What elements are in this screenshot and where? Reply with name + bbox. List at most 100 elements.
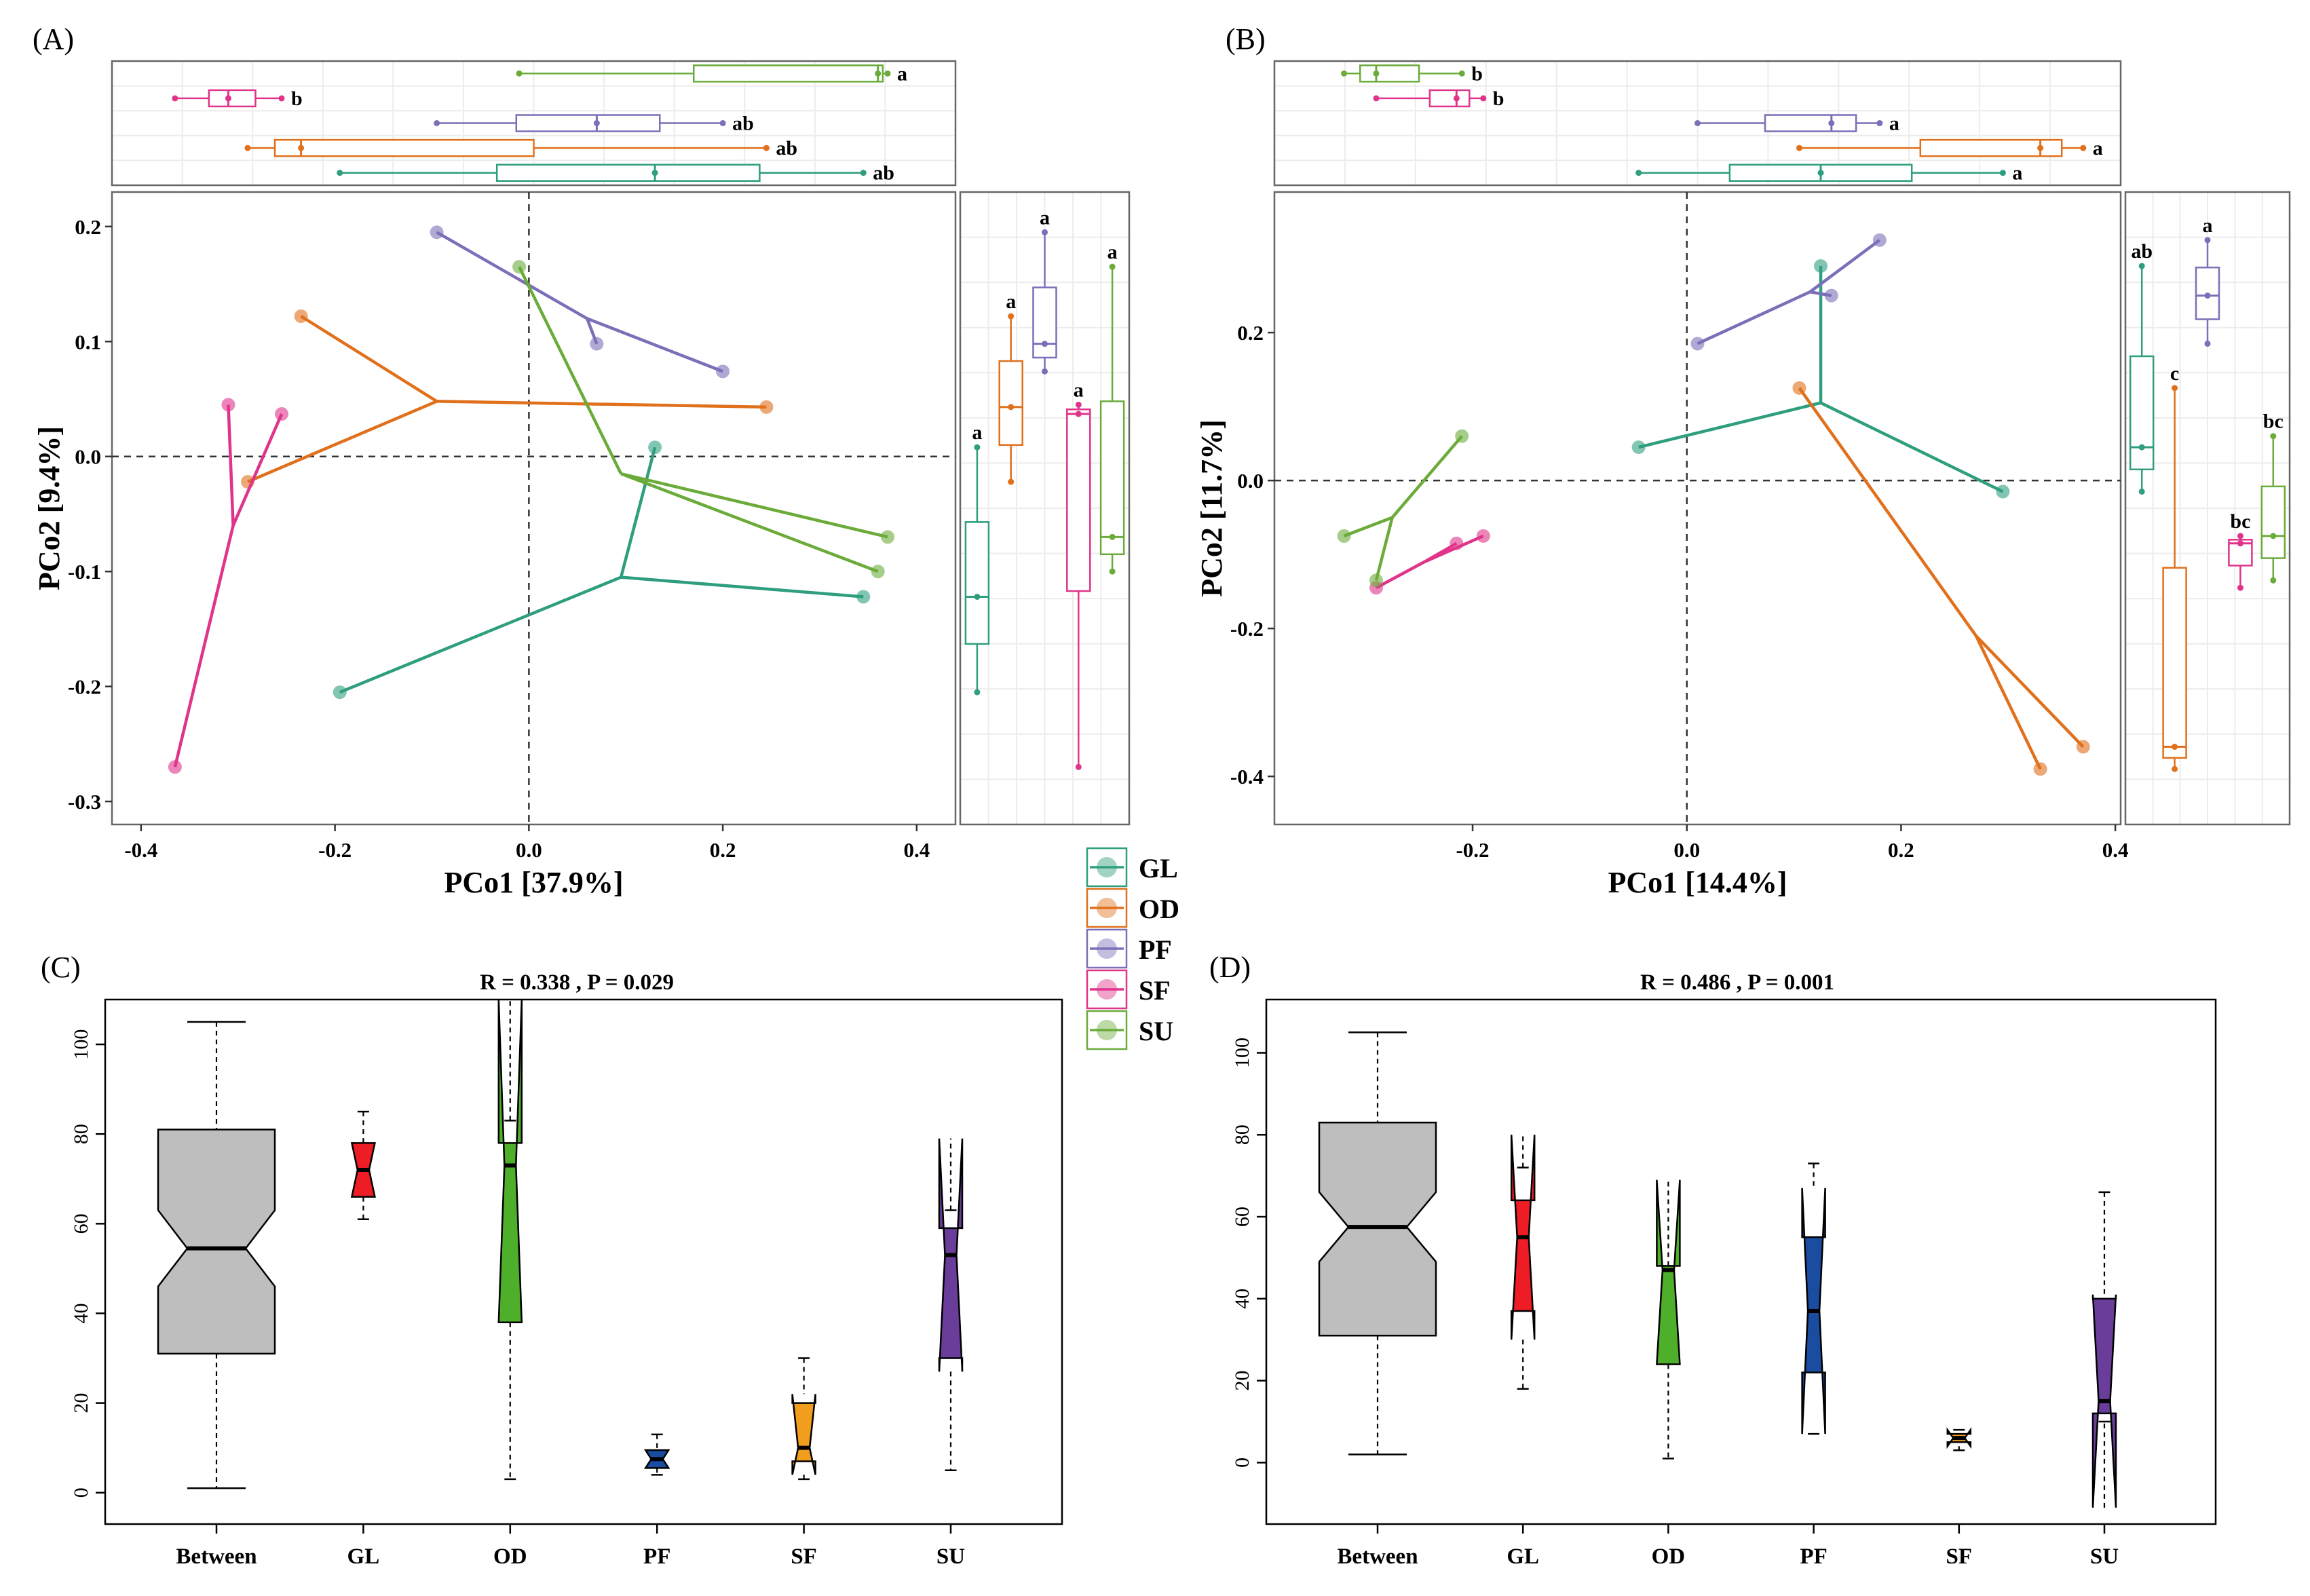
spider-line-su [620, 472, 888, 539]
sample-point-su [1455, 429, 1469, 443]
y-tick-label: 20 [70, 1393, 92, 1413]
right-box-su-point [2270, 577, 2277, 584]
spider-line-sf [1375, 560, 1426, 590]
sample-point-pf [1824, 288, 1838, 303]
spider-line-sf [227, 404, 235, 526]
sample-point-gl [1631, 440, 1646, 455]
legend-key-pf [1086, 928, 1128, 969]
y-tick-label: 0.2 [1237, 321, 1264, 345]
right-box-od-point [2172, 744, 2178, 750]
right-box-gl-letter: ab [2131, 240, 2153, 263]
x-tick-label: SU [936, 1544, 965, 1569]
legend-key-od [1086, 888, 1128, 928]
sample-point-od [759, 400, 774, 414]
sample-point-sf [1476, 529, 1490, 543]
y-tick-label: 20 [1231, 1371, 1253, 1391]
x-tick-label: SU [2090, 1544, 2119, 1569]
x-axis-label: PCo1 [14.4%] [1608, 866, 1787, 899]
y-axis-label: PCo2 [9.4%] [33, 426, 66, 590]
top-box-od-letter: a [2093, 137, 2103, 159]
top-box-sf-point [225, 95, 231, 102]
spider-line-su [1343, 516, 1393, 537]
legend: GL OD PF SF SU [1086, 847, 1179, 1050]
top-box-pf-point [1828, 120, 1835, 126]
top-box-pf-letter: a [1889, 113, 1899, 135]
x-tick-label: Between [176, 1544, 257, 1569]
right-box-od-point [2172, 765, 2178, 772]
sample-point-su [512, 260, 527, 274]
top-box-gl [495, 164, 761, 182]
top-box-su-point [516, 70, 523, 77]
top-box-su-point [1458, 70, 1465, 77]
x-tick-label: SF [1946, 1544, 1973, 1569]
right-box-su-letter: a [1107, 241, 1118, 263]
right-box-sf-point [2237, 540, 2243, 547]
right-box-su-letter: bc [2263, 411, 2284, 433]
sample-point-pf [1690, 337, 1705, 351]
top-box-sf-point [172, 95, 178, 102]
x-tick-label: -0.2 [1456, 838, 1489, 862]
top-box-pf [1764, 114, 1857, 132]
legend-label-od: OD [1139, 894, 1179, 924]
right-box-sf-letter: a [1074, 379, 1084, 401]
right-box-gl-point [974, 444, 981, 451]
right-box-gl [964, 521, 990, 645]
right-box-pf-letter: a [2203, 214, 2213, 237]
y-tick-label: -0.3 [68, 790, 101, 814]
top-box-su-point [875, 70, 882, 77]
top-box-gl-point [1999, 170, 2006, 176]
x-tick-label: 0.0 [1673, 838, 1700, 862]
sample-point-od [294, 309, 308, 324]
top-box-sf-point [1480, 95, 1487, 102]
sample-point-od [2033, 762, 2047, 776]
x-tick-label: GL [1507, 1544, 1539, 1569]
right-box-od-point [1008, 404, 1015, 411]
top-box-sf-letter: b [1493, 88, 1504, 110]
sample-point-gl [648, 440, 662, 455]
spider-line-pf [436, 231, 588, 320]
right-box-pf-point [1042, 368, 1048, 375]
sample-point-od [2076, 740, 2090, 754]
y-tick-label: 100 [70, 1029, 92, 1060]
right-box-gl-point [974, 689, 981, 696]
top-box-pf-point [593, 120, 600, 126]
top-box-sf [208, 89, 257, 108]
right-box-gl-point [2138, 444, 2145, 451]
x-tick-label: -0.2 [318, 838, 352, 862]
sample-point-sf [168, 760, 182, 774]
y-tick-label: 40 [1231, 1289, 1253, 1309]
right-box-su-point [2270, 533, 2277, 539]
y-tick-label: 0.1 [75, 330, 101, 354]
y-tick-label: 0.0 [1237, 469, 1264, 493]
right-box-od-point [1008, 478, 1015, 485]
right-box-od-letter: a [1006, 290, 1016, 313]
top-marginal-frame [1273, 60, 2122, 187]
right-box-sf-point [1075, 763, 1082, 770]
right-box-sf-letter: bc [2230, 510, 2250, 533]
top-box-od-point [763, 145, 770, 151]
spider-line-od [247, 400, 438, 484]
spider-line-su [1374, 517, 1394, 581]
top-box-od [1919, 138, 2063, 157]
sample-point-gl [1996, 484, 2010, 499]
x-tick-label: 0.2 [710, 838, 736, 862]
spider-line-sf [173, 525, 235, 767]
top-box-gl-point [651, 170, 658, 176]
top-box-su-letter: b [1471, 62, 1483, 85]
right-box-pf-letter: a [1040, 206, 1050, 229]
sample-point-pf [430, 225, 444, 240]
top-box-su [692, 64, 884, 83]
spider-line-sf [231, 413, 284, 527]
y-tick-label: 0 [70, 1487, 92, 1498]
sample-point-sf [1450, 536, 1464, 550]
box-sf [791, 1394, 816, 1475]
sample-point-su [1337, 529, 1351, 543]
sample-point-od [1792, 381, 1806, 395]
plot-frame [1273, 191, 2122, 826]
spider-line-od [1974, 635, 2042, 770]
legend-key-su [1086, 1010, 1128, 1050]
spider-line-gl [1820, 401, 2004, 493]
spider-line-su [518, 266, 623, 475]
right-box-od-point [2172, 385, 2178, 392]
top-box-pf [515, 114, 661, 132]
